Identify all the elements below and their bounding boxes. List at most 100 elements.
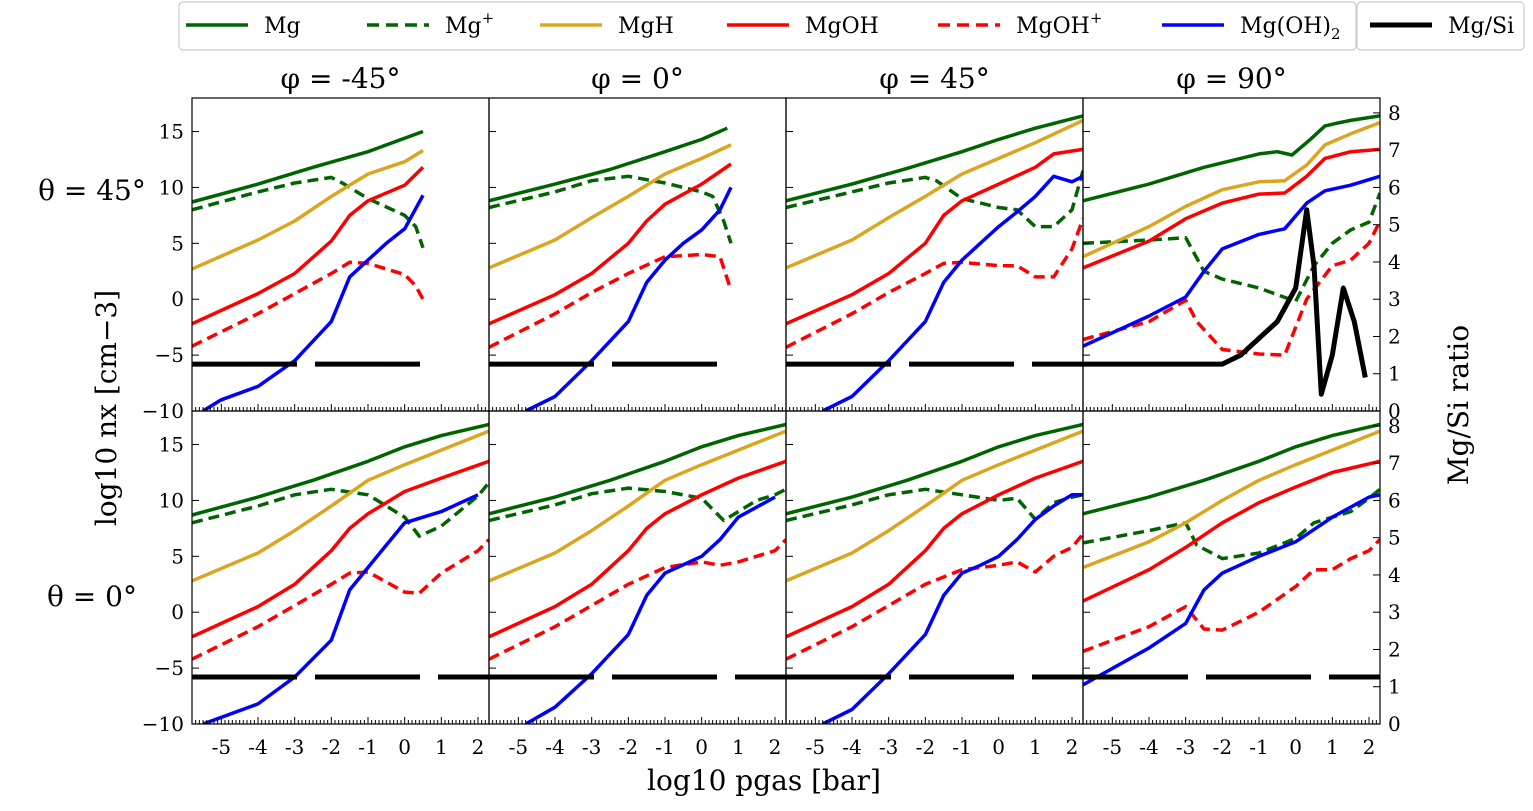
x-tick-label: 1 xyxy=(732,735,745,759)
x-tick-label: -5 xyxy=(1103,735,1122,759)
panel-r1-c2: -5 -4 -3 -2 -1 0 1 2 xyxy=(785,410,1084,759)
x-tick-label: 1 xyxy=(435,735,448,759)
series-mgh-line xyxy=(489,429,786,583)
x-tick-label: -2 xyxy=(322,735,341,759)
y-axis-label: log10 nx [cm−3] xyxy=(90,290,123,526)
series-mg-line xyxy=(192,129,424,204)
y-right-tick-label: 6 xyxy=(1388,488,1401,512)
panel-r0-c2 xyxy=(785,97,1084,412)
x-axis-label: log10 pgas [bar] xyxy=(647,764,881,797)
series-mg--line xyxy=(1083,192,1380,304)
series-mg-oh-2-line xyxy=(821,493,1083,724)
x-tick-label: -2 xyxy=(1213,735,1232,759)
series-mg-oh-2-line xyxy=(1083,493,1380,687)
panel-r0-c0: −10 −5 0 5 10 15 xyxy=(142,97,490,423)
y-tick-label: 15 xyxy=(159,433,184,457)
column-title: φ = -45° xyxy=(281,62,401,95)
x-tick-label: -3 xyxy=(879,735,898,759)
column-title: φ = 45° xyxy=(879,62,990,95)
series-mg-line xyxy=(786,114,1083,203)
y-tick-label: −5 xyxy=(155,343,184,367)
x-tick-label: -4 xyxy=(1139,735,1158,759)
y-tick-label: 10 xyxy=(159,488,184,512)
row-title: θ = 0° xyxy=(47,580,137,613)
y-tick-label: 15 xyxy=(159,120,184,144)
y-tick-label: −10 xyxy=(142,399,184,423)
series-mg--line xyxy=(192,481,489,538)
y-tick-label: 0 xyxy=(171,600,184,624)
series-mg--line xyxy=(489,486,786,523)
y-right-tick-label: 5 xyxy=(1388,526,1401,550)
series-mg-si-line xyxy=(1083,207,1368,397)
series-mgoh--line xyxy=(1083,538,1380,653)
series-mgoh-line xyxy=(1083,147,1380,270)
legend: Mg Mg+ MgH MgOH MgOH+ Mg(OH)2 Mg/Si xyxy=(178,1,1525,51)
y-right-tick-label: 5 xyxy=(1388,213,1401,237)
y-right-tick-label: 8 xyxy=(1388,414,1401,438)
series-mgh-line xyxy=(786,429,1083,583)
series-mgoh--line xyxy=(489,252,733,349)
legend-label-2: Mg+ xyxy=(445,9,494,39)
series-mgoh-line xyxy=(192,459,489,639)
x-tick-label: -4 xyxy=(545,735,564,759)
series-mg-line xyxy=(192,422,489,517)
y-right-tick-label: 0 xyxy=(1388,712,1401,736)
x-tick-label: -3 xyxy=(1176,735,1195,759)
series-mgh-line xyxy=(1083,429,1380,570)
x-tick-label: 2 xyxy=(1066,735,1079,759)
series-mg-line xyxy=(1083,422,1380,516)
x-tick-label: 1 xyxy=(1029,735,1042,759)
y-right-tick-label: 8 xyxy=(1388,101,1401,125)
series-mg--line xyxy=(1083,487,1380,561)
x-tick-label: 2 xyxy=(1363,735,1376,759)
series-mgoh--line xyxy=(786,532,1083,661)
series-mgh-line xyxy=(489,143,732,270)
series-mgh-line xyxy=(192,149,424,271)
series-mgh-line xyxy=(1083,120,1380,259)
series-mgh-line xyxy=(192,429,489,583)
x-tick-label: -1 xyxy=(358,735,377,759)
y-right-tick-label: 6 xyxy=(1388,175,1401,199)
x-tick-label: -2 xyxy=(619,735,638,759)
x-tick-label: 0 xyxy=(695,735,708,759)
legend-label-5: MgOH+ xyxy=(1016,9,1102,39)
series-mgoh-line xyxy=(489,162,732,326)
x-tick-label: -4 xyxy=(248,735,267,759)
y-right-tick-label: 2 xyxy=(1388,324,1401,348)
y-right-tick-label: 1 xyxy=(1388,362,1401,386)
series-mgh-line xyxy=(786,118,1083,270)
series-mg-oh-2-line xyxy=(821,174,1083,411)
x-tick-label: -4 xyxy=(842,735,861,759)
column-title: φ = 0° xyxy=(591,62,684,95)
x-tick-label: -3 xyxy=(285,735,304,759)
x-tick-label: -5 xyxy=(212,735,231,759)
series-mg--line xyxy=(489,174,733,244)
series-mg-line xyxy=(786,422,1083,516)
panel-frame xyxy=(1082,410,1381,725)
series-mg-oh-2-line xyxy=(202,194,425,411)
series-mg-line xyxy=(489,422,786,516)
legend-label-3: MgH xyxy=(618,14,674,39)
y-tick-label: −5 xyxy=(155,656,184,680)
y-right-tick-label: 0 xyxy=(1388,399,1401,423)
y-right-tick-label: 3 xyxy=(1388,600,1401,624)
x-tick-label: 2 xyxy=(769,735,782,759)
x-tick-label: -1 xyxy=(1249,735,1268,759)
series-mgoh-line xyxy=(786,459,1083,639)
series-mgoh--line xyxy=(786,218,1083,349)
y-right-tick-label: 1 xyxy=(1388,675,1401,699)
x-tick-label: 2 xyxy=(472,735,485,759)
series-mgoh-line xyxy=(786,147,1083,326)
legend-label-6: Mg(OH)2 xyxy=(1240,14,1341,43)
y-tick-label: 5 xyxy=(171,544,184,568)
y-right-tick-label: 3 xyxy=(1388,287,1401,311)
series-mg-oh-2-line xyxy=(524,495,776,724)
x-tick-label: -1 xyxy=(952,735,971,759)
series-mgoh-line xyxy=(192,166,425,326)
series-mgoh--line xyxy=(489,538,786,661)
panel-r1-c1: -5 -4 -3 -2 -1 0 1 2 xyxy=(488,410,787,759)
series-mgoh--line xyxy=(192,260,425,348)
